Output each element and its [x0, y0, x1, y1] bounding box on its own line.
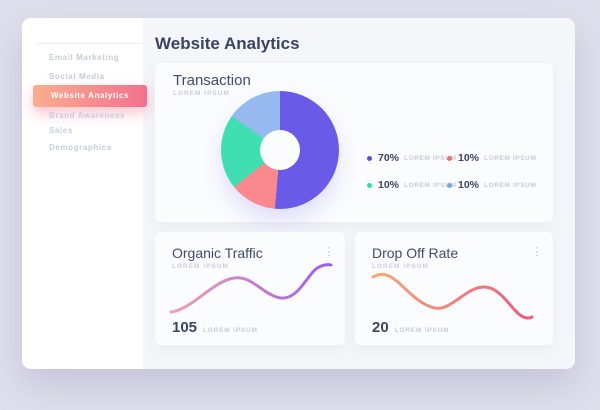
legend-label: LOREM IPSUM [484, 181, 537, 189]
transaction-card: Transaction LOREM IPSUM 70% LOREM IPSUM … [155, 63, 553, 222]
legend-item: 10% LOREM IPSUM [367, 178, 456, 192]
legend-item: 10% LOREM IPSUM [447, 178, 536, 192]
sidebar-item-social-media[interactable]: Social Media [49, 72, 105, 81]
drop-off-rate-title: Drop Off Rate [372, 245, 459, 261]
legend-label: LOREM IPSUM [404, 154, 457, 162]
transaction-card-subtitle: LOREM IPSUM [173, 90, 230, 97]
drop-off-rate-value-label: LOREM IPSUM [394, 327, 450, 334]
organic-traffic-line-chart [169, 263, 333, 314]
legend-label: LOREM IPSUM [404, 181, 457, 189]
drop-off-rate-line-chart [371, 272, 534, 320]
organic-traffic-value: 105 [172, 319, 198, 336]
kebab-menu-icon[interactable]: ⋮ [323, 246, 335, 258]
sidebar-item-sales[interactable]: Sales [49, 126, 73, 135]
transaction-card-title: Transaction [173, 72, 251, 89]
organic-traffic-subtitle: LOREM IPSUM [172, 263, 229, 270]
legend-percent: 10% [458, 179, 480, 191]
legend-dot-teal-icon [367, 182, 372, 188]
sidebar: Email Marketing Social Media Website Ana… [22, 18, 148, 369]
sidebar-item-demographics[interactable]: Demographics [49, 143, 112, 152]
sidebar-item-email-marketing[interactable]: Email Marketing [49, 53, 120, 62]
page-title: Website Analytics [155, 34, 300, 53]
organic-traffic-kpi: 105 LOREM IPSUM [172, 319, 258, 336]
organic-traffic-value-label: LOREM IPSUM [203, 327, 258, 334]
legend-item: 70% LOREM IPSUM [367, 151, 456, 165]
legend-dot-blue-icon [447, 182, 452, 188]
drop-off-rate-subtitle: LOREM IPSUM [372, 263, 429, 270]
sidebar-item-brand-awareness[interactable]: Brand Awareness [49, 111, 126, 120]
legend-label: LOREM IPSUM [484, 154, 537, 162]
legend-percent: 70% [378, 152, 400, 164]
organic-traffic-line-path [169, 263, 333, 314]
donut-chart [221, 91, 339, 209]
kebab-menu-icon[interactable]: ⋮ [531, 246, 543, 258]
legend-item: 10% LOREM IPSUM [447, 151, 536, 165]
legend-percent: 10% [458, 152, 480, 164]
sidebar-divider [35, 43, 148, 44]
organic-traffic-title: Organic Traffic [172, 245, 263, 261]
drop-off-rate-value: 20 [372, 319, 389, 336]
organic-traffic-card: Organic Traffic LOREM IPSUM ⋮ 105 LOREM … [155, 232, 345, 345]
donut-legend: 70% LOREM IPSUM 10% LOREM IPSUM 10% LORE… [367, 151, 536, 192]
drop-off-rate-card: Drop Off Rate LOREM IPSUM ⋮ 20 LOREM IPS… [355, 232, 553, 345]
legend-dot-purple-icon [367, 155, 372, 161]
drop-off-rate-line-path [371, 272, 534, 320]
drop-off-rate-kpi: 20 LOREM IPSUM [372, 319, 449, 336]
sidebar-item-website-analytics[interactable]: Website Analytics [33, 85, 147, 107]
legend-percent: 10% [378, 179, 400, 191]
legend-dot-red-icon [447, 155, 452, 161]
app-window: Email Marketing Social Media Website Ana… [22, 18, 575, 369]
